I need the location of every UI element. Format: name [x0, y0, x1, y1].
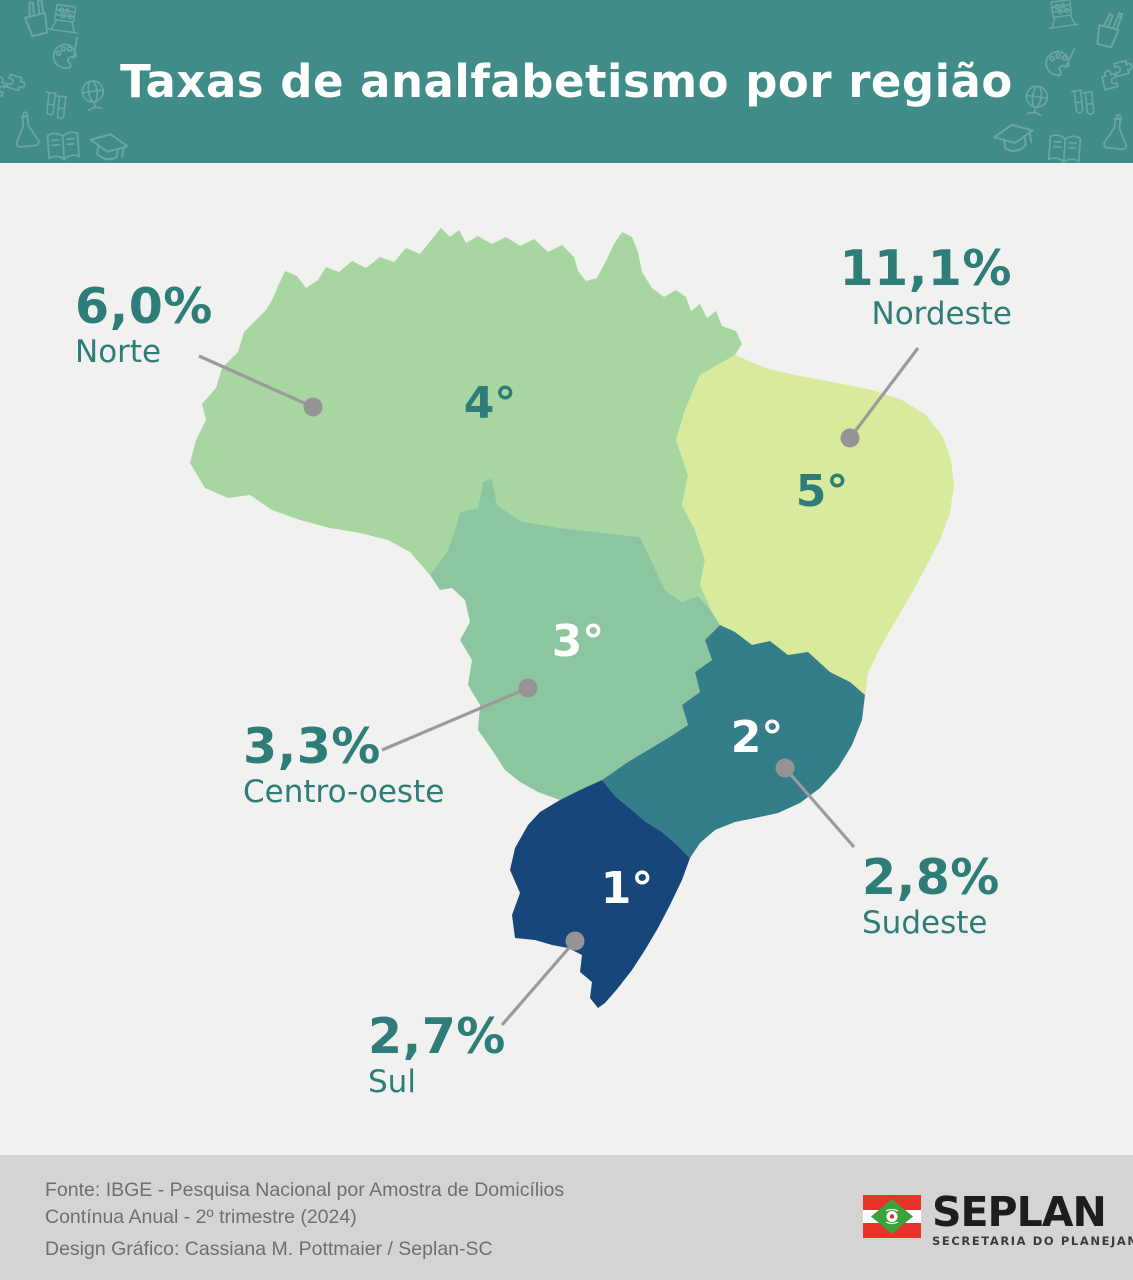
open-book-icon	[1047, 133, 1082, 163]
seplan-logo-subtitle: SECRETARIA DO PLANEJAMENTO	[932, 1234, 1133, 1248]
region-nordeste	[676, 355, 954, 695]
pencil-cup-icon	[1093, 8, 1124, 50]
leader-dot-norte	[303, 397, 323, 417]
header: Taxas de analfabetismo por região	[0, 0, 1133, 163]
region-sudeste	[602, 625, 865, 858]
seplan-logo-name: SEPLAN	[932, 1188, 1107, 1236]
palette-icon	[50, 36, 82, 71]
puzzle-icon	[1098, 58, 1133, 91]
source-line-1: Fonte: IBGE - Pesquisa Nacional por Amos…	[45, 1179, 565, 1201]
globe-icon	[1023, 84, 1050, 117]
santa-catarina-flag-icon	[863, 1195, 921, 1238]
puzzle-icon	[0, 69, 28, 103]
region-name-norte: Norte	[75, 333, 162, 370]
abacus-icon	[47, 2, 82, 34]
region-name-sul: Sul	[368, 1063, 416, 1100]
leader-line-centro-oeste	[381, 686, 529, 752]
region-norte	[190, 228, 742, 612]
leader-lines	[198, 347, 920, 1027]
flask-icon	[12, 110, 40, 149]
region-name-nordeste: Nordeste	[871, 295, 1012, 332]
rate-value-centro-oeste: 3,3%	[243, 718, 381, 775]
test-tubes-icon	[1070, 88, 1096, 117]
region-name-centro-oeste: Centro-oeste	[243, 773, 445, 810]
rank-label-sudeste: 2°	[731, 712, 784, 763]
open-book-icon	[46, 130, 81, 162]
region-centro-oeste	[430, 478, 720, 800]
pencil-cup-icon	[19, 0, 51, 38]
callout-nordeste: 11,1% Nordeste	[840, 243, 1013, 331]
graduation-cap-icon	[86, 130, 130, 163]
credit-line: Design Gráfico: Cassiana M. Pottmaier / …	[45, 1238, 493, 1260]
rate-value-nordeste: 11,1%	[839, 240, 1012, 297]
globe-icon	[80, 78, 107, 112]
source-text: Fonte: IBGE - Pesquisa Nacional por Amos…	[45, 1177, 564, 1263]
rank-label-norte: 4°	[464, 378, 517, 429]
leader-line-nordeste	[848, 347, 920, 439]
leader-dots	[303, 397, 860, 951]
leader-line-sul	[500, 939, 577, 1027]
region-sul	[510, 780, 690, 1008]
seplan-logo-text: SEPLAN SECRETARIA DO PLANEJAMENTO	[932, 1188, 1133, 1249]
palette-icon	[1043, 44, 1076, 79]
page-title: Taxas de analfabetismo por região	[120, 55, 1013, 108]
rate-value-sul: 2,7%	[368, 1008, 506, 1065]
rate-value-sudeste: 2,8%	[862, 849, 1000, 906]
leader-line-sudeste	[783, 766, 856, 849]
callout-norte: 6,0% Norte	[75, 281, 213, 369]
abacus-icon	[1045, 0, 1079, 30]
region-name-sudeste: Sudeste	[862, 904, 988, 941]
rank-label-nordeste: 5°	[796, 466, 849, 517]
test-tubes-icon	[42, 91, 68, 120]
callout-centro-oeste: 3,3% Centro-oeste	[243, 721, 444, 809]
leader-line-norte	[198, 354, 314, 409]
rank-label-sul: 1°	[601, 863, 654, 914]
leader-dot-centro-oeste	[518, 678, 538, 698]
source-line-2: Contínua Anual - 2º trimestre (2024)	[45, 1206, 357, 1228]
callout-sul: 2,7% Sul	[368, 1011, 506, 1099]
leader-dot-sudeste	[775, 758, 795, 778]
leader-dot-nordeste	[840, 428, 860, 448]
callout-sudeste: 2,8% Sudeste	[862, 852, 1000, 940]
footer: Fonte: IBGE - Pesquisa Nacional por Amos…	[0, 1155, 1133, 1280]
leader-dot-sul	[565, 931, 585, 951]
seplan-logo: SEPLAN SECRETARIA DO PLANEJAMENTO	[863, 1188, 1133, 1249]
rank-label-centro-oeste: 3°	[552, 616, 605, 667]
graduation-cap-icon	[991, 120, 1037, 156]
flask-icon	[1102, 112, 1131, 151]
rate-value-norte: 6,0%	[75, 278, 213, 335]
